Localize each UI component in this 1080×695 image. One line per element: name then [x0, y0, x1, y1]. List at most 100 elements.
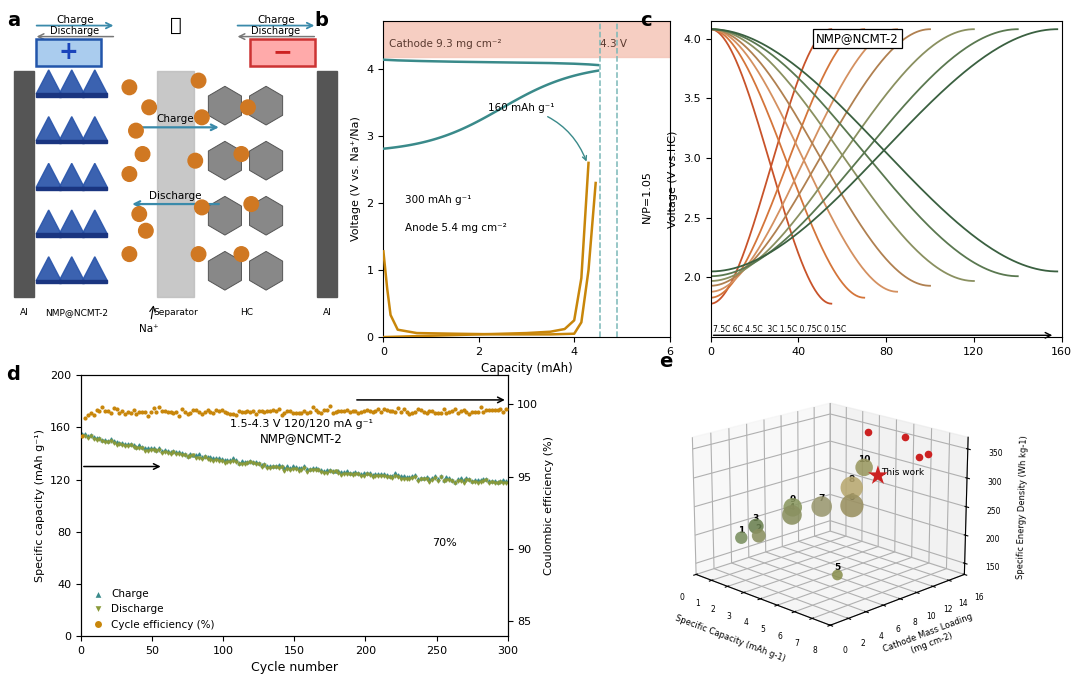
Text: 160 mAh g⁻¹: 160 mAh g⁻¹: [488, 103, 586, 160]
Point: [193, 454, 211, 465]
Point: [134, 441, 151, 452]
Point: [233, 459, 251, 470]
Point: [265, 460, 282, 471]
Point: [415, 473, 432, 484]
Point: [350, 468, 367, 479]
Point: [153, 447, 171, 458]
Point: [111, 438, 129, 449]
Point: [173, 449, 190, 460]
Bar: [36, 140, 62, 143]
Point: [475, 473, 492, 484]
Point: [387, 468, 404, 479]
Point: [204, 455, 221, 466]
Point: [453, 405, 470, 416]
Point: [310, 465, 327, 476]
Point: [355, 468, 373, 479]
Point: [165, 407, 183, 418]
Point: [108, 436, 125, 448]
Point: [267, 461, 284, 473]
Point: [289, 465, 307, 476]
Point: [404, 408, 421, 419]
Point: [441, 473, 458, 484]
Text: Charge: Charge: [157, 114, 194, 124]
Point: [406, 469, 423, 480]
Point: [127, 443, 145, 454]
Point: [375, 468, 392, 480]
Point: [167, 447, 185, 458]
Point: [284, 463, 301, 474]
Point: [432, 471, 449, 482]
Point: [446, 476, 463, 487]
Point: [91, 434, 108, 445]
Point: [143, 407, 160, 418]
Point: [242, 456, 259, 467]
Point: [329, 406, 347, 417]
Point: [418, 408, 435, 419]
Point: [437, 407, 455, 418]
Point: [176, 449, 193, 460]
Text: 7.5C 6C 4.5C  3C 1.5C 0.75C 0.15C: 7.5C 6C 4.5C 3C 1.5C 0.75C 0.15C: [713, 325, 846, 334]
Bar: [82, 280, 107, 284]
Point: [453, 475, 470, 486]
Bar: [318, 71, 337, 297]
Point: [219, 456, 237, 467]
Point: [315, 467, 333, 478]
Point: [437, 472, 455, 483]
Point: [327, 466, 345, 477]
Point: [441, 407, 458, 418]
Point: [282, 406, 299, 417]
Point: [211, 456, 228, 467]
Point: [458, 407, 475, 418]
Text: N/P=1.05: N/P=1.05: [642, 170, 651, 223]
Point: [265, 404, 282, 416]
Point: [347, 467, 364, 478]
Point: [287, 461, 305, 473]
Point: [258, 460, 275, 471]
Point: [211, 405, 228, 416]
Point: [441, 475, 458, 486]
Point: [301, 464, 319, 475]
Text: 4.3 V: 4.3 V: [599, 39, 626, 49]
Point: [111, 439, 129, 450]
Point: [359, 469, 376, 480]
Point: [338, 404, 355, 416]
Point: [275, 465, 293, 476]
Point: [167, 407, 185, 418]
Point: [270, 462, 287, 473]
Point: [162, 406, 179, 417]
Text: Cathode 9.3 mg cm⁻²: Cathode 9.3 mg cm⁻²: [389, 39, 501, 49]
Point: [418, 473, 435, 484]
Point: [270, 459, 287, 471]
Point: [127, 408, 145, 419]
Point: [235, 458, 253, 469]
Point: [421, 406, 438, 417]
Circle shape: [194, 110, 210, 124]
Point: [148, 445, 165, 457]
Point: [251, 457, 268, 468]
Point: [125, 439, 143, 450]
Point: [435, 476, 453, 487]
Point: [73, 431, 91, 442]
Point: [256, 459, 273, 471]
Point: [429, 407, 446, 418]
Point: [399, 471, 416, 482]
Point: [341, 467, 359, 478]
Point: [486, 475, 503, 486]
Bar: [36, 93, 62, 97]
Point: [105, 438, 122, 449]
Point: [432, 472, 449, 483]
Point: [173, 447, 190, 458]
Y-axis label: Voltage (V vs. Na⁺/Na): Voltage (V vs. Na⁺/Na): [351, 117, 361, 241]
Point: [395, 473, 413, 484]
Point: [211, 452, 228, 464]
Point: [85, 433, 103, 444]
Point: [188, 452, 205, 464]
Point: [392, 471, 409, 482]
Point: [153, 406, 171, 417]
Point: [213, 404, 230, 416]
Point: [298, 466, 315, 477]
Point: [367, 471, 384, 482]
Point: [453, 472, 470, 483]
Point: [99, 437, 117, 448]
Point: [491, 475, 509, 486]
